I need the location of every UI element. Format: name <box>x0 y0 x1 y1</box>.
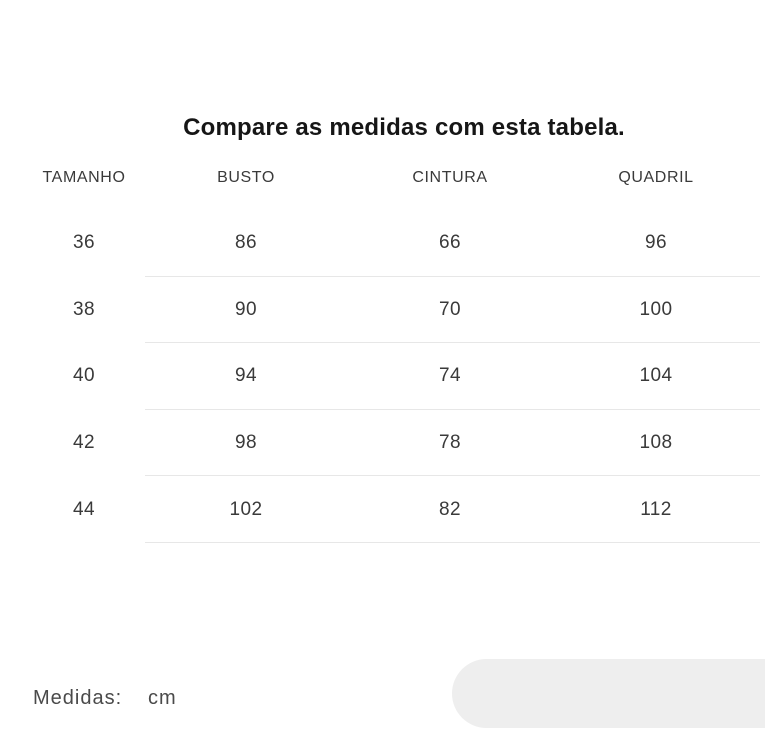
cell-busto: 98 <box>235 432 257 454</box>
page-title: Compare as medidas com esta tabela. <box>183 114 625 141</box>
measures-label: Medidas: <box>33 687 123 709</box>
cell-busto: 86 <box>235 232 257 254</box>
cell-cintura: 70 <box>439 298 461 320</box>
cell-busto: 102 <box>229 498 263 520</box>
cell-tamanho: 40 <box>73 365 95 387</box>
cell-tamanho: 36 <box>73 232 95 254</box>
rounded-pill-shape <box>452 659 765 728</box>
cell-cintura: 74 <box>439 365 461 387</box>
cell-quadril: 108 <box>639 432 673 454</box>
table-row: 38 90 70 100 <box>0 277 765 344</box>
cell-busto: 94 <box>235 365 257 387</box>
table-row: 40 94 74 104 <box>0 343 765 410</box>
cell-quadril: 96 <box>645 232 667 254</box>
cell-quadril: 100 <box>639 298 673 320</box>
cell-cintura: 82 <box>439 498 461 520</box>
measures-unit-value: cm <box>148 687 177 709</box>
cell-cintura: 78 <box>439 432 461 454</box>
table-header-row: TAMANHO BUSTO CINTURA QUADRIL <box>0 165 765 191</box>
column-header-quadril: QUADRIL <box>618 169 694 186</box>
cell-tamanho: 44 <box>73 498 95 520</box>
cell-quadril: 112 <box>640 498 672 520</box>
column-header-tamanho: TAMANHO <box>42 169 126 186</box>
cell-quadril: 104 <box>639 365 673 387</box>
table-row: 36 86 66 96 <box>0 210 765 277</box>
cell-cintura: 66 <box>439 232 461 254</box>
measures-footer: Medidas: cm <box>33 686 176 710</box>
cell-tamanho: 42 <box>73 432 95 454</box>
table-row: 44 102 82 112 <box>0 476 765 543</box>
cell-tamanho: 38 <box>73 298 95 320</box>
cell-busto: 90 <box>235 298 257 320</box>
column-header-cintura: CINTURA <box>412 169 488 186</box>
column-header-busto: BUSTO <box>217 169 275 186</box>
table-row: 42 98 78 108 <box>0 410 765 477</box>
size-table-body: 36 86 66 96 38 90 70 100 40 94 74 104 42… <box>0 210 765 543</box>
